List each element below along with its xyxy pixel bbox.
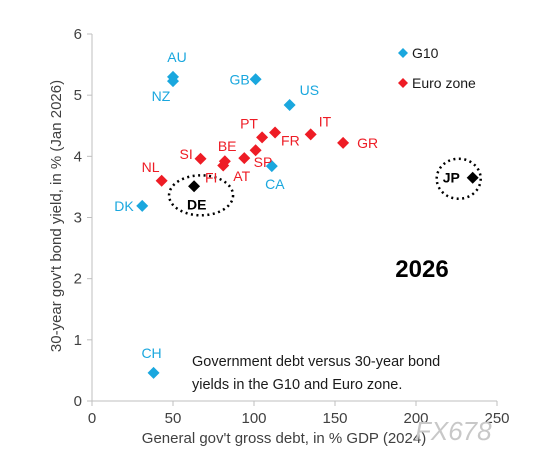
data-point-sp <box>249 144 262 157</box>
x-tick-label: 50 <box>165 410 182 427</box>
point-label-gr: GR <box>357 135 378 151</box>
y-axis-title: 30-year gov't bond yield, in % (Jan 2026… <box>48 80 65 352</box>
data-point-fr <box>269 126 282 139</box>
point-label-gb: GB <box>230 71 250 87</box>
legend-label: Euro zone <box>412 75 476 91</box>
x-tick-label: 100 <box>241 410 266 427</box>
watermark: FX678 <box>415 416 492 446</box>
point-label-nl: NL <box>142 159 160 175</box>
point-label-si: SI <box>180 146 193 162</box>
point-label-jp: JP <box>443 170 460 186</box>
y-tick-label: 3 <box>74 210 82 227</box>
legend: G10 Euro zone <box>398 45 476 91</box>
data-point-jp <box>466 171 479 184</box>
point-label-nz: NZ <box>152 88 171 104</box>
data-point-si <box>194 152 207 165</box>
data-point-ch <box>147 366 160 379</box>
x-axis-title: General gov't gross debt, in % GDP (2024… <box>142 430 426 447</box>
data-point-nl <box>155 174 168 187</box>
legend-marker <box>398 78 408 88</box>
data-point-dk <box>136 199 149 212</box>
point-label-dk: DK <box>114 198 134 214</box>
highlight-circle-jp <box>435 157 482 200</box>
point-label-us: US <box>300 82 319 98</box>
data-point-be <box>218 155 231 168</box>
point-label-au: AU <box>167 49 186 65</box>
data-point-ca <box>265 160 278 173</box>
data-point-at <box>238 152 251 165</box>
point-label-ca: CA <box>265 176 285 192</box>
legend-label: G10 <box>412 45 439 61</box>
data-point-de <box>188 180 201 193</box>
y-tick-label: 6 <box>74 26 82 43</box>
point-label-sp: SP <box>254 154 273 170</box>
highlight-circle-de <box>167 174 235 217</box>
point-label-pt: PT <box>240 115 258 131</box>
x-tick-label: 250 <box>484 410 509 427</box>
data-point-nz <box>167 75 179 88</box>
data-point-pt <box>256 131 269 144</box>
year-annotation: 2026 <box>395 256 448 283</box>
point-label-ch: CH <box>141 345 161 361</box>
y-tick-label: 0 <box>74 393 82 410</box>
y-tick-label: 2 <box>74 271 82 288</box>
data-point-gb <box>249 73 262 86</box>
x-tick-label: 200 <box>403 410 428 427</box>
x-tick-label: 150 <box>322 410 347 427</box>
chart-note-line-1: Government debt versus 30-year bond <box>192 354 440 370</box>
data-point-it <box>304 128 317 141</box>
y-tick-label: 4 <box>74 148 82 165</box>
data-points <box>136 70 482 379</box>
axes-layer <box>87 33 498 406</box>
point-label-fi: FI <box>205 170 217 186</box>
point-label-fr: FR <box>281 132 300 148</box>
point-label-de: DE <box>187 196 206 212</box>
tick-labels: 0 1 2 3 4 5 6 0 50 100 150 200 250 <box>74 26 510 427</box>
point-label-be: BE <box>218 138 237 154</box>
chart-note-line-2: yields in the G10 and Euro zone. <box>192 377 402 393</box>
x-tick-label: 0 <box>88 410 96 427</box>
y-tick-label: 5 <box>74 87 82 104</box>
point-label-at: AT <box>233 168 250 184</box>
y-tick-label: 1 <box>74 332 82 349</box>
data-point-us <box>283 98 296 111</box>
legend-marker <box>398 48 408 58</box>
data-point-gr <box>337 136 350 149</box>
point-label-it: IT <box>319 113 332 129</box>
